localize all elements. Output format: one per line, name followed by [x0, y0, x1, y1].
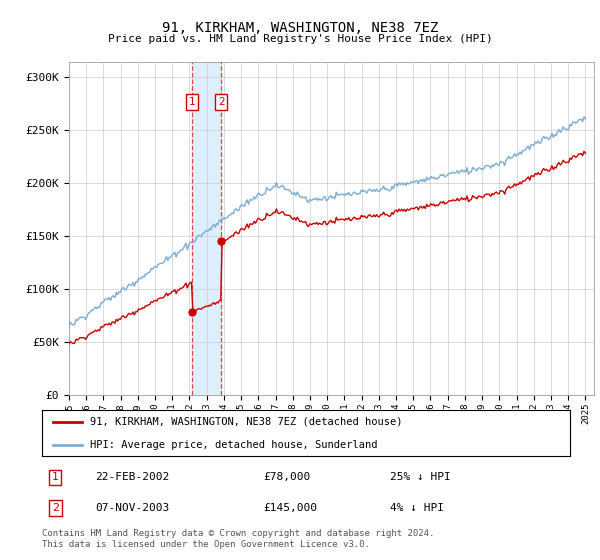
Text: £145,000: £145,000: [264, 503, 318, 513]
Text: 22-FEB-2002: 22-FEB-2002: [95, 473, 169, 482]
Bar: [192, 62, 221, 395]
Text: 91, KIRKHAM, WASHINGTON, NE38 7EZ (detached house): 91, KIRKHAM, WASHINGTON, NE38 7EZ (detac…: [89, 417, 402, 427]
Text: Price paid vs. HM Land Registry's House Price Index (HPI): Price paid vs. HM Land Registry's House …: [107, 34, 493, 44]
Text: 25% ↓ HPI: 25% ↓ HPI: [391, 473, 451, 482]
Text: Contains HM Land Registry data © Crown copyright and database right 2024.
This d: Contains HM Land Registry data © Crown c…: [42, 529, 434, 549]
Text: 2: 2: [218, 96, 224, 106]
Text: 91, KIRKHAM, WASHINGTON, NE38 7EZ: 91, KIRKHAM, WASHINGTON, NE38 7EZ: [162, 21, 438, 35]
Text: £78,000: £78,000: [264, 473, 311, 482]
Text: 4% ↓ HPI: 4% ↓ HPI: [391, 503, 445, 513]
Text: 1: 1: [52, 473, 59, 482]
Text: 07-NOV-2003: 07-NOV-2003: [95, 503, 169, 513]
Text: HPI: Average price, detached house, Sunderland: HPI: Average price, detached house, Sund…: [89, 440, 377, 450]
Text: 1: 1: [188, 96, 195, 106]
Text: 2: 2: [52, 503, 59, 513]
